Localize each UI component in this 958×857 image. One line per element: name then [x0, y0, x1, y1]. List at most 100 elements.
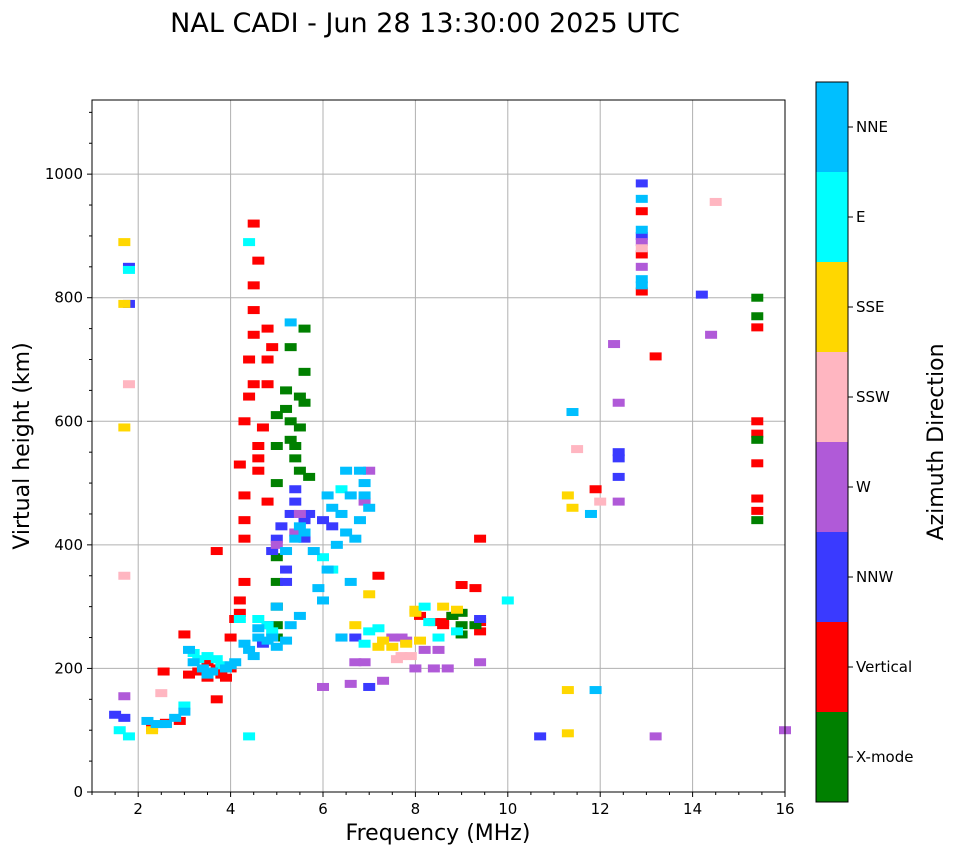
data-point: [122, 265, 135, 274]
colorbar-label-vertical: Vertical: [856, 658, 912, 676]
data-point: [157, 667, 170, 676]
series-vertical: [146, 207, 764, 732]
data-point: [349, 621, 362, 630]
data-point: [261, 380, 274, 389]
data-point: [284, 318, 297, 327]
data-point: [566, 503, 579, 512]
colorbar-label-w: W: [856, 478, 871, 496]
data-point: [344, 577, 357, 586]
data-point: [321, 491, 334, 500]
y-tick-label: 600: [54, 412, 83, 430]
data-point: [317, 516, 329, 525]
data-point: [409, 608, 422, 617]
data-point: [298, 398, 311, 407]
data-point: [289, 442, 302, 450]
data-point: [474, 658, 487, 667]
data-point: [284, 435, 297, 444]
data-point: [709, 197, 722, 206]
data-point: [206, 667, 219, 676]
y-axis-label: Virtual height (km): [10, 342, 35, 549]
data-point: [270, 411, 283, 420]
data-point: [469, 621, 482, 630]
data-point: [243, 238, 256, 247]
data-point: [561, 729, 574, 738]
y-tick-label: 0: [73, 783, 83, 801]
data-point: [293, 509, 306, 518]
series-nne: [141, 194, 648, 729]
plot-frame: [91, 99, 786, 793]
data-marks: [109, 179, 791, 741]
data-point: [751, 516, 764, 525]
colorbar-label: Azimuth Direction: [924, 343, 949, 540]
data-point: [751, 312, 764, 321]
data-point: [219, 673, 232, 682]
data-point: [635, 275, 648, 284]
data-point: [178, 630, 191, 639]
colorbar-label-x-mode: X-mode: [856, 748, 913, 766]
data-point: [386, 642, 399, 651]
data-point: [455, 581, 468, 590]
data-point: [649, 352, 662, 361]
data-point: [270, 642, 283, 651]
data-point: [122, 732, 135, 741]
colorbar-frame: [815, 81, 849, 803]
data-point: [395, 652, 408, 661]
data-point: [252, 454, 265, 463]
data-point: [233, 608, 246, 617]
data-point: [261, 497, 274, 506]
data-point: [303, 509, 316, 518]
data-point: [474, 534, 487, 543]
data-point: [252, 466, 265, 475]
data-point: [635, 225, 648, 234]
data-point: [243, 645, 256, 654]
data-point: [113, 726, 126, 735]
data-point: [751, 435, 764, 444]
data-point: [751, 323, 764, 332]
data-point: [612, 497, 625, 506]
data-point: [293, 392, 306, 401]
series-sse: [118, 238, 579, 738]
data-point: [635, 231, 648, 240]
data-point: [280, 404, 293, 413]
data-point: [233, 596, 246, 605]
data-point: [571, 445, 584, 454]
data-point: [400, 639, 413, 648]
x-tick-label: 6: [318, 800, 328, 818]
data-point: [238, 534, 251, 543]
data-point: [751, 429, 764, 438]
data-point: [233, 615, 246, 623]
data-point: [349, 534, 362, 543]
data-point: [293, 423, 306, 432]
data-point: [751, 417, 764, 426]
data-point: [256, 423, 269, 432]
data-point: [109, 710, 122, 719]
data-point: [178, 701, 191, 710]
data-point: [298, 324, 311, 333]
data-point: [270, 577, 283, 586]
data-point: [446, 611, 459, 620]
data-point: [118, 299, 131, 308]
data-point: [270, 479, 283, 488]
data-point: [210, 655, 223, 664]
data-point: [247, 281, 260, 290]
data-point: [751, 494, 764, 503]
data-point: [377, 676, 390, 685]
data-point: [289, 497, 302, 506]
colorbar-swatch: [816, 352, 848, 442]
data-point: [349, 633, 362, 642]
data-point: [340, 528, 353, 537]
data-point: [372, 571, 385, 580]
data-point: [280, 636, 293, 645]
data-point: [312, 584, 325, 593]
data-point: [247, 219, 260, 228]
y-axis-ticks: 0 200 400 600 800 1000: [45, 111, 92, 801]
chart-title: NAL CADI - Jun 28 13:30:00 2025 UTC: [170, 8, 680, 39]
data-point: [317, 682, 329, 691]
data-point: [751, 506, 764, 515]
data-point: [238, 417, 251, 426]
data-point: [141, 716, 154, 725]
data-point: [210, 547, 223, 556]
x-tick-label: 2: [133, 800, 143, 818]
data-point: [317, 596, 329, 605]
